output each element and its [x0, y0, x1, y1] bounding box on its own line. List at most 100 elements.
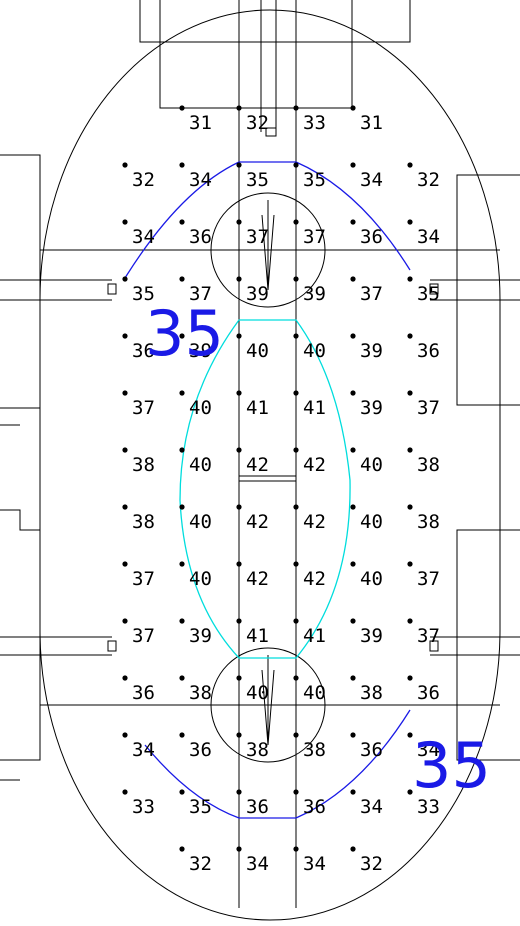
- point: [293, 390, 299, 396]
- point-value: 33: [303, 112, 326, 134]
- point: [350, 618, 356, 624]
- point: [122, 390, 128, 396]
- point: [179, 561, 185, 567]
- point: [179, 504, 185, 510]
- point: [179, 105, 185, 111]
- point: [350, 219, 356, 225]
- point: [293, 732, 299, 738]
- point: [293, 618, 299, 624]
- point-value: 34: [132, 226, 155, 248]
- point-value: 31: [360, 112, 383, 134]
- point-value: 40: [189, 568, 212, 590]
- point-value: 35: [189, 796, 212, 818]
- point-value: 36: [246, 796, 269, 818]
- point-value: 38: [303, 739, 326, 761]
- point: [293, 162, 299, 168]
- point: [407, 504, 413, 510]
- point-value: 39: [360, 340, 383, 362]
- point: [179, 675, 185, 681]
- point: [293, 789, 299, 795]
- point: [236, 561, 242, 567]
- point-value: 34: [246, 853, 269, 875]
- point: [293, 675, 299, 681]
- point-value: 36: [303, 796, 326, 818]
- point: [236, 789, 242, 795]
- point-value: 39: [360, 397, 383, 419]
- point: [407, 162, 413, 168]
- point: [293, 219, 299, 225]
- point: [350, 561, 356, 567]
- point-value: 38: [189, 682, 212, 704]
- point-value: 36: [189, 739, 212, 761]
- point-value: 40: [189, 397, 212, 419]
- point: [236, 333, 242, 339]
- contour-label: 35: [412, 729, 491, 802]
- point: [293, 561, 299, 567]
- point: [236, 276, 242, 282]
- point-value: 40: [246, 682, 269, 704]
- point: [293, 105, 299, 111]
- point-value: 42: [303, 454, 326, 476]
- point: [293, 447, 299, 453]
- point: [236, 447, 242, 453]
- point: [350, 732, 356, 738]
- point: [122, 162, 128, 168]
- point: [179, 789, 185, 795]
- point-value: 34: [417, 226, 440, 248]
- point-value: 37: [189, 283, 212, 305]
- contours: [124, 161, 411, 819]
- point-value: 33: [132, 796, 155, 818]
- point: [350, 276, 356, 282]
- point-value: 31: [189, 112, 212, 134]
- point-value: 34: [360, 169, 383, 191]
- point-value: 40: [303, 340, 326, 362]
- point-value: 37: [132, 625, 155, 647]
- point: [122, 789, 128, 795]
- point: [293, 846, 299, 852]
- point: [179, 219, 185, 225]
- point-value: 41: [246, 397, 269, 419]
- point: [407, 618, 413, 624]
- point-value: 36: [360, 226, 383, 248]
- point-value: 32: [246, 112, 269, 134]
- point-value: 37: [246, 226, 269, 248]
- point: [407, 732, 413, 738]
- point: [122, 732, 128, 738]
- point-value: 42: [303, 568, 326, 590]
- point: [350, 333, 356, 339]
- point: [407, 276, 413, 282]
- point-value: 37: [132, 397, 155, 419]
- point-value: 36: [360, 739, 383, 761]
- point-value: 38: [246, 739, 269, 761]
- point-value: 40: [360, 454, 383, 476]
- point: [236, 846, 242, 852]
- point-value: 38: [132, 454, 155, 476]
- point-value: 34: [417, 739, 440, 761]
- point: [179, 276, 185, 282]
- point: [407, 789, 413, 795]
- point: [407, 333, 413, 339]
- point: [407, 390, 413, 396]
- point: [236, 219, 242, 225]
- point: [236, 162, 242, 168]
- point: [122, 219, 128, 225]
- point: [350, 504, 356, 510]
- point: [236, 618, 242, 624]
- point-value: 36: [417, 682, 440, 704]
- point: [179, 732, 185, 738]
- point: [350, 789, 356, 795]
- point-value: 36: [132, 340, 155, 362]
- point-value: 37: [303, 226, 326, 248]
- point: [122, 447, 128, 453]
- point-value: 39: [360, 625, 383, 647]
- point-value: 37: [417, 568, 440, 590]
- point: [179, 390, 185, 396]
- point: [236, 390, 242, 396]
- point-value: 38: [132, 511, 155, 533]
- point: [407, 219, 413, 225]
- point-value: 40: [189, 454, 212, 476]
- point: [350, 447, 356, 453]
- point-value: 34: [303, 853, 326, 875]
- point-value: 37: [417, 397, 440, 419]
